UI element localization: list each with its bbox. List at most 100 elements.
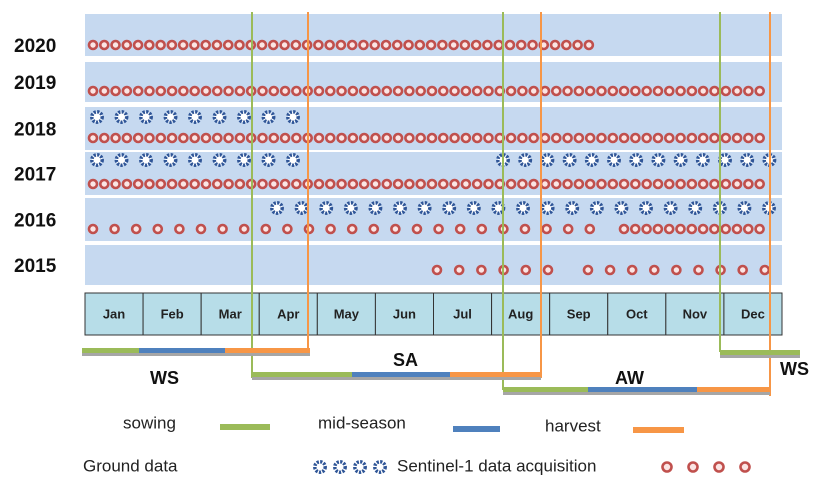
season-bar (503, 387, 588, 392)
sentinel-icon (582, 264, 594, 276)
sentinel-icon (189, 132, 200, 144)
sentinel-icon (234, 132, 246, 144)
sentinel-icon (504, 39, 516, 51)
ground-icon (90, 110, 104, 124)
sentinel-icon (212, 178, 223, 190)
sentinel-icon (520, 264, 532, 276)
season-bar (450, 372, 541, 377)
sentinel-icon (675, 178, 686, 190)
ground-icon (740, 153, 755, 167)
sentinel-icon (584, 178, 596, 190)
ground-icon (540, 201, 555, 215)
sentinel-icon (573, 178, 585, 190)
sentinel-icon (697, 132, 709, 144)
sentinel-icon (562, 132, 573, 144)
sentinel-icon (324, 39, 335, 51)
sentinel-icon (686, 178, 698, 190)
ground-icon (114, 153, 129, 167)
sentinel-icon (584, 85, 596, 97)
sentinel-icon (87, 85, 99, 97)
sentinel-icon (693, 264, 704, 276)
sentinel-icon (174, 223, 185, 235)
sentinel-icon (515, 39, 527, 51)
sentinel-icon (709, 223, 720, 235)
sentinel-icon (166, 132, 178, 144)
sentinel-icon (697, 223, 709, 235)
legend-swatch (220, 424, 270, 430)
ground-icon (540, 153, 555, 167)
sentinel-icon (661, 461, 673, 473)
sentinel-icon (178, 178, 189, 190)
sentinel-icon (368, 223, 380, 235)
sentinel-icon (257, 85, 268, 97)
sentinel-icon (437, 39, 448, 51)
sentinel-icon (550, 85, 562, 97)
sentinel-icon (404, 132, 415, 144)
sentinel-icon (517, 132, 528, 144)
sentinel-icon (178, 85, 189, 97)
sentinel-icon (437, 85, 449, 97)
sentinel-icon (268, 178, 280, 190)
sentinel-icon (290, 39, 302, 51)
legend-label: Ground data (83, 456, 178, 475)
sentinel-icon (109, 223, 120, 235)
sentinel-icon (550, 178, 562, 190)
year-label: 2020 (14, 36, 56, 57)
sentinel-icon (347, 85, 359, 97)
sentinel-icon (630, 85, 641, 97)
sentinel-icon (720, 132, 732, 144)
sentinel-icon (618, 85, 630, 97)
sentinel-icon (539, 85, 551, 97)
sentinel-icon (403, 39, 414, 51)
ground-icon (651, 153, 666, 167)
season-bars (82, 348, 800, 395)
sentinel-icon (519, 223, 531, 235)
year-label: 2016 (14, 211, 56, 232)
acquisition-icons (87, 39, 777, 474)
sentinel-icon (720, 223, 732, 235)
sentinel-icon (260, 223, 272, 235)
sentinel-icon (528, 132, 540, 144)
ground-icon (90, 153, 104, 167)
sentinel-icon (99, 132, 110, 144)
sentinel-icon (324, 178, 336, 190)
sentinel-icon (663, 223, 675, 235)
sentinel-icon (437, 178, 449, 190)
ground-icon (607, 153, 621, 167)
sentinel-icon (144, 178, 155, 190)
sentinel-icon (347, 132, 359, 144)
ground-icon (442, 201, 457, 215)
sentinel-icon (390, 223, 401, 235)
sentinel-icon (562, 85, 573, 97)
sentinel-icon (268, 85, 280, 97)
season-shadow (225, 353, 310, 356)
ground-icon (417, 201, 432, 215)
sentinel-icon (245, 39, 257, 51)
season-shadow (720, 355, 800, 358)
sentinel-icon (709, 178, 720, 190)
sentinel-icon (392, 132, 404, 144)
sentinel-icon (759, 264, 771, 276)
sentinel-icon (572, 39, 583, 51)
sentinel-icon (212, 85, 223, 97)
sentinel-icon (335, 39, 347, 51)
sentinel-icon (110, 178, 121, 190)
sentinel-icon (279, 132, 291, 144)
month-cell (142, 292, 202, 336)
sentinel-icon (652, 85, 664, 97)
sentinel-icon (346, 223, 358, 235)
legend-label: sowing (123, 413, 176, 432)
sentinel-icon (200, 178, 212, 190)
sentinel-icon (713, 461, 725, 473)
sentinel-icon (121, 178, 133, 190)
sentinel-icon (641, 132, 653, 144)
sentinel-icon (648, 264, 660, 276)
sentinel-icon (731, 85, 743, 97)
season-label: AW (615, 368, 644, 388)
sentinel-icon (211, 39, 223, 51)
legend-label: harvest (545, 416, 601, 435)
year-band (85, 198, 782, 241)
sentinel-icon (132, 85, 144, 97)
month-label: May (334, 306, 360, 321)
sentinel-icon (709, 85, 720, 97)
